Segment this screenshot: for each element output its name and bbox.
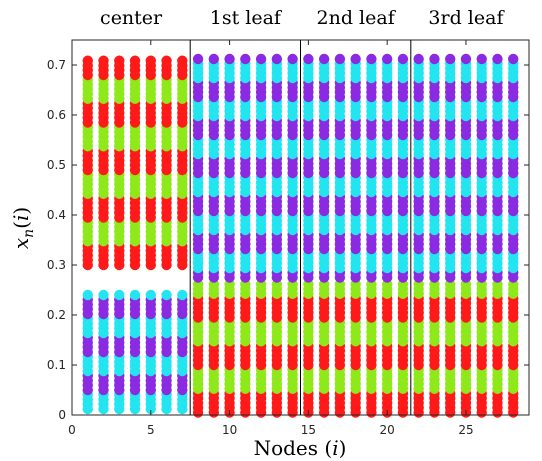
leaf-high-point xyxy=(508,53,519,65)
center-low-point xyxy=(82,289,93,301)
region-label: center xyxy=(100,7,163,29)
center-low-point xyxy=(177,289,188,301)
region-labels: center 1st leaf 2nd leaf 3rd leaf xyxy=(100,7,505,29)
leaf-high-point xyxy=(192,53,204,65)
center-high-point xyxy=(98,55,109,66)
leaf-high-point xyxy=(271,53,283,65)
center-low-point xyxy=(98,289,109,301)
x-tick-label: 15 xyxy=(301,423,316,437)
leaf-high-point xyxy=(492,53,503,65)
center-high-point xyxy=(161,55,172,66)
center-high-point xyxy=(82,55,93,66)
leaf-high-point xyxy=(397,53,409,65)
leaf-high-point xyxy=(287,53,298,65)
leaf-high-point xyxy=(318,53,330,65)
y-tick-label: 0.5 xyxy=(47,158,66,172)
leaf-high-point xyxy=(303,53,314,65)
leaf-high-point xyxy=(366,53,377,65)
center-high-point xyxy=(129,55,141,66)
x-tick-label: 10 xyxy=(222,423,237,437)
leaf-high-point xyxy=(413,53,424,65)
leaf-high-point xyxy=(445,53,456,65)
y-tick-label: 0.6 xyxy=(47,108,66,122)
x-tick-label: 25 xyxy=(458,423,473,437)
y-axis-ticks: 0 0.1 0.2 0.3 0.4 0.5 0.6 0.7 xyxy=(47,58,529,422)
leaf-high-point xyxy=(476,53,487,65)
center-high-point xyxy=(145,55,156,66)
y-tick-label: 0 xyxy=(58,408,66,422)
center-high-point xyxy=(114,55,125,66)
leaf-high-point xyxy=(460,53,472,65)
data-markers xyxy=(82,53,519,418)
y-tick-label: 0.3 xyxy=(47,258,66,272)
leaf-high-point xyxy=(334,53,346,65)
leaf-high-point xyxy=(350,53,361,65)
leaf-high-point xyxy=(224,53,235,65)
y-tick-label: 0.4 xyxy=(47,208,66,222)
x-axis-ticks: 0 5 10 15 20 25 xyxy=(68,40,474,437)
leaf-high-point xyxy=(429,53,440,65)
x-axis-label: Nodes (i) xyxy=(254,436,347,460)
center-low-point xyxy=(161,289,172,301)
y-tick-label: 0.7 xyxy=(47,58,66,72)
region-separators xyxy=(189,40,412,415)
y-axis-label: xn(i) xyxy=(9,207,37,249)
x-tick-label: 20 xyxy=(380,423,395,437)
center-low-point xyxy=(114,289,125,301)
leaf-high-point xyxy=(208,53,220,65)
leaf-high-point xyxy=(255,53,267,65)
region-label: 3rd leaf xyxy=(428,7,505,29)
region-label: 2nd leaf xyxy=(317,7,397,29)
leaf-high-point xyxy=(240,53,251,65)
region-label: 1st leaf xyxy=(210,7,283,29)
leaf-high-point xyxy=(381,53,393,65)
x-tick-label: 5 xyxy=(147,423,155,437)
y-tick-label: 0.2 xyxy=(47,308,66,322)
center-low-point xyxy=(145,289,156,301)
x-tick-label: 0 xyxy=(68,423,76,437)
y-tick-label: 0.1 xyxy=(47,358,66,372)
center-high-point xyxy=(177,55,188,66)
center-low-point xyxy=(129,289,141,301)
